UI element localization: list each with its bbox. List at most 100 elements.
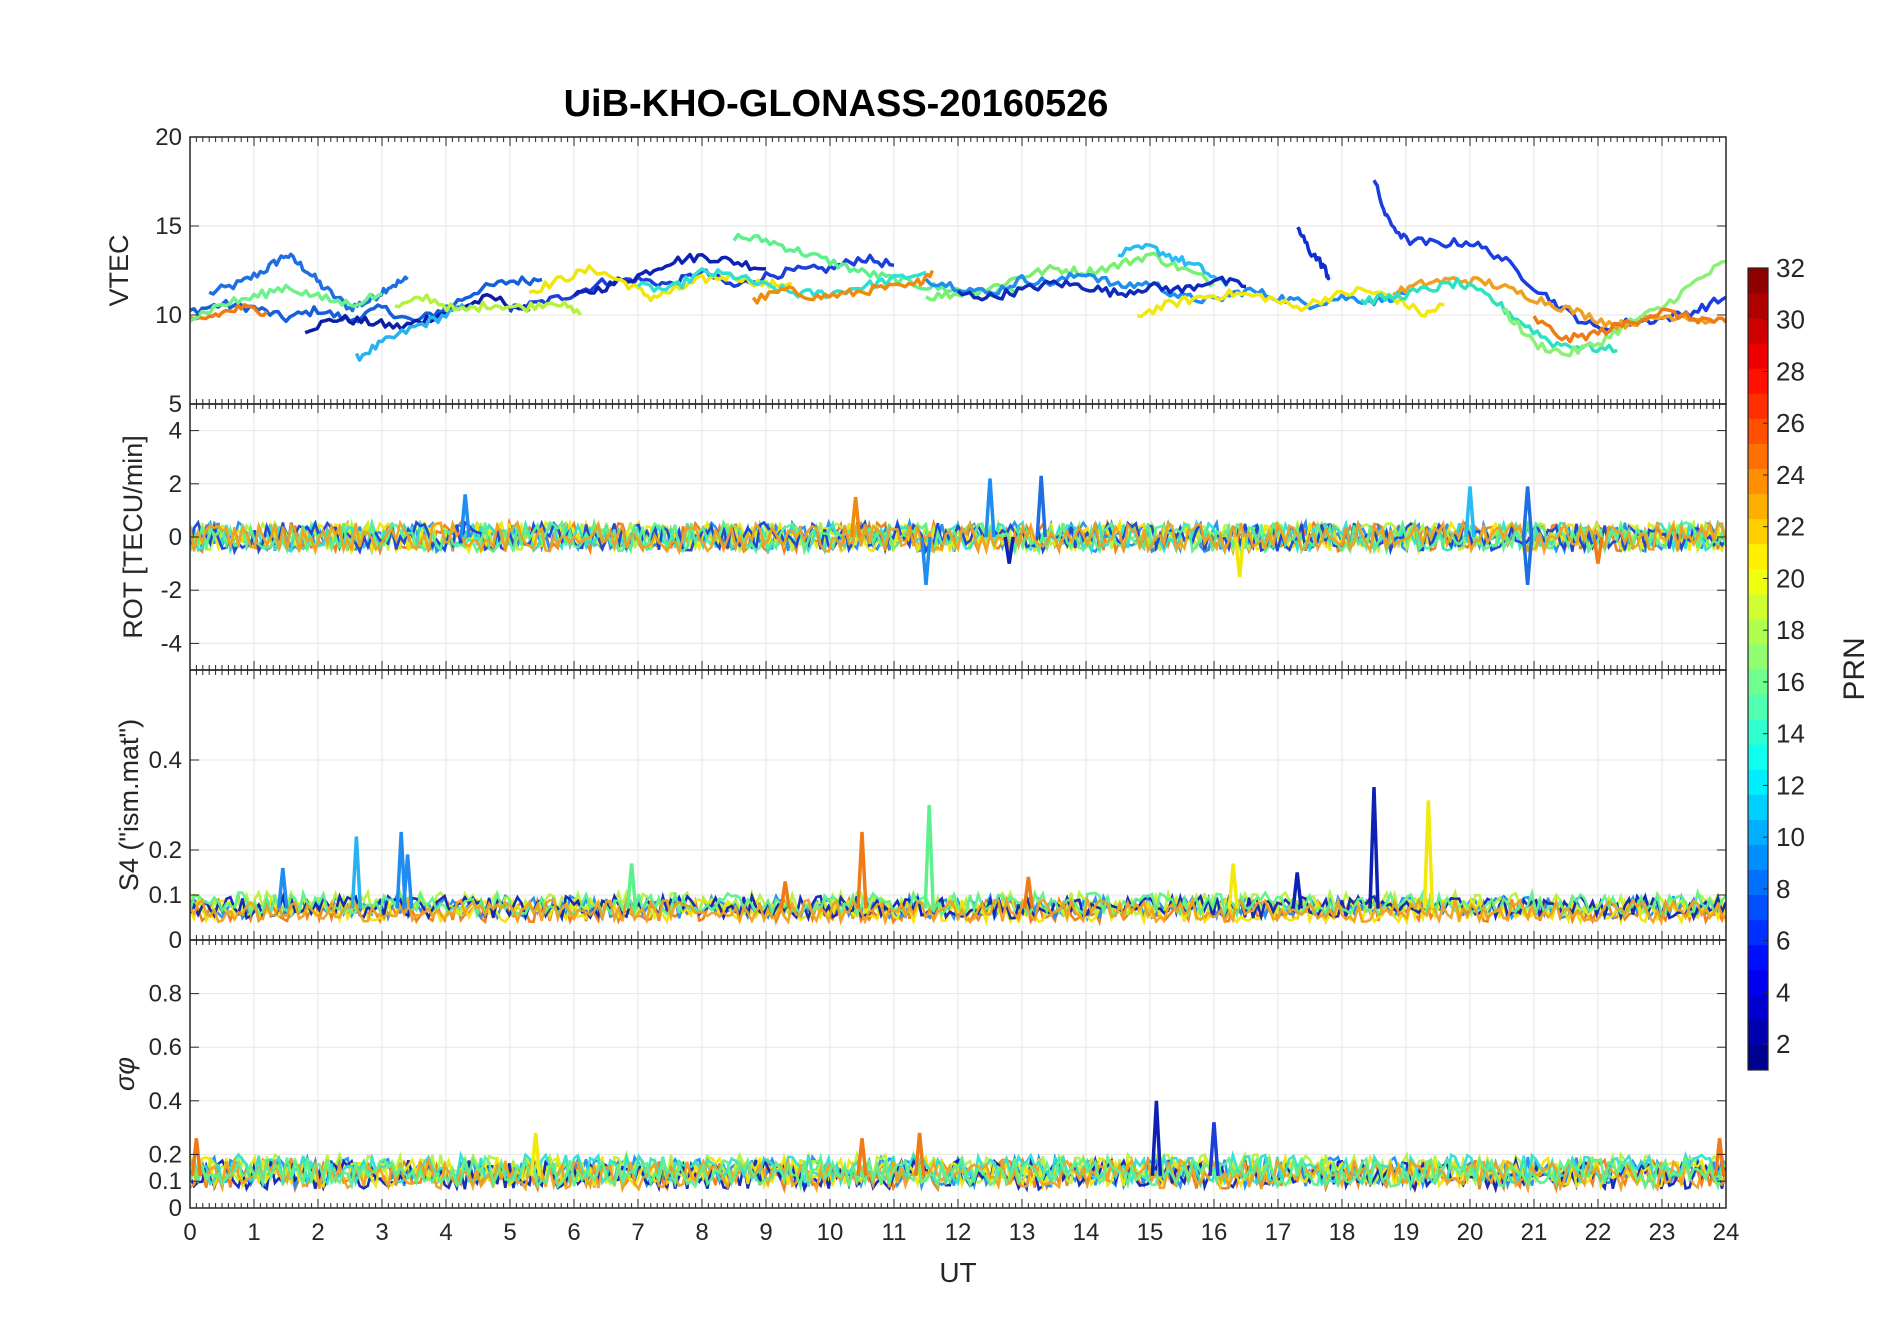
colorbar-tick-label: 10	[1776, 822, 1805, 852]
vtec-series-21	[1501, 259, 1726, 358]
colorbar-tick-label: 16	[1776, 667, 1805, 697]
x-tick-label: 10	[817, 1219, 844, 1246]
spike-7	[1521, 536, 1534, 586]
colorbar-tick-label: 24	[1776, 460, 1805, 490]
spike-10	[1291, 872, 1303, 909]
panel-3: 0 0.1 0.2 0.4S4 ("ism.mat")	[114, 669, 1727, 954]
colorbar-swatch	[1748, 669, 1768, 695]
x-tick-label: 0	[183, 1219, 196, 1246]
colorbar-frame	[1747, 267, 1769, 1071]
y-tick-label: -2	[161, 577, 182, 604]
colorbar-swatch	[1748, 844, 1768, 870]
y-tick-label: 2	[169, 471, 182, 498]
spike-3	[1035, 475, 1047, 538]
chart-title: UiB-KHO-GLONASS-20160526	[564, 83, 1109, 125]
x-tick-labels: 0 1 2 3 4 5 6 7 8 9 10 11 12 13 14 15 16 17 18 19 20 21 22 23 24	[183, 1219, 1739, 1246]
noise-trace-8	[190, 1152, 1726, 1192]
spike-4	[277, 867, 289, 909]
x-tick-label: 17	[1265, 1219, 1292, 1246]
spike-1	[350, 836, 363, 909]
colorbar-swatch	[1748, 869, 1768, 896]
noise-trace-7	[190, 1155, 1726, 1195]
y-tick-label: 0	[169, 927, 182, 954]
vtec-series-19	[1392, 275, 1714, 332]
x-tick-label: 24	[1713, 1219, 1740, 1246]
colorbar-tick-label: 28	[1776, 356, 1805, 386]
x-tick-label: 6	[567, 1219, 580, 1246]
x-tick-label: 11	[882, 1219, 907, 1246]
y-tick-label: 0.2	[149, 837, 182, 864]
y-tick-label: 4	[169, 418, 182, 445]
x-tick-label: 15	[1137, 1219, 1164, 1246]
vtec-series-14	[1117, 242, 1229, 288]
spike-2	[984, 478, 996, 538]
x-tick-label: 8	[695, 1219, 708, 1246]
y-tick-label: 0	[169, 524, 182, 551]
colorbar-tick-label: 32	[1776, 253, 1805, 283]
colorbar-swatch	[1748, 593, 1768, 620]
colorbar-swatch	[1748, 944, 1768, 971]
x-tick-label: 18	[1329, 1219, 1356, 1246]
y-axis-label: ROT [TECU/min]	[118, 435, 148, 639]
vtec-series-15	[1136, 286, 1445, 319]
colorbar-swatch	[1748, 343, 1768, 369]
spike-9	[1227, 863, 1239, 909]
colorbar-swatch	[1748, 919, 1768, 946]
colorbar-swatch	[1748, 769, 1768, 795]
spike-8	[1422, 800, 1435, 909]
colorbar-tick-label: 14	[1776, 719, 1805, 749]
spike-1	[920, 536, 932, 586]
vtec-series-18	[1372, 179, 1726, 333]
x-tick-label: 23	[1649, 1219, 1676, 1246]
x-ticks	[189, 670, 1727, 941]
colorbar-swatch	[1748, 518, 1768, 545]
y-tick-label: 0.2	[149, 1141, 182, 1168]
colorbar-swatch	[1748, 543, 1768, 570]
y-tick-label: 0.1	[149, 1168, 182, 1195]
x-tick-label: 12	[945, 1219, 972, 1246]
grid	[189, 404, 1727, 670]
colorbar-swatch	[1748, 794, 1768, 820]
x-tick-label: 9	[759, 1219, 772, 1246]
y-tick-label: 0.8	[149, 981, 182, 1008]
x-ticks	[189, 940, 1727, 1209]
spike-8	[1003, 536, 1015, 564]
colorbar-swatch	[1748, 1019, 1768, 1046]
colorbar-swatch	[1748, 568, 1768, 595]
colorbar-swatch	[1748, 1044, 1768, 1071]
colorbar-swatch	[1748, 468, 1768, 495]
colorbar-swatch	[1748, 443, 1768, 469]
x-tick-label: 7	[631, 1219, 644, 1246]
spike-7	[1368, 786, 1380, 909]
x-tick-label: 19	[1393, 1219, 1420, 1246]
vtec-series-16	[956, 275, 1247, 302]
x-axis-label: UT	[939, 1257, 976, 1288]
y-tick-label: 0.4	[149, 747, 182, 774]
colorbar-tick-label: 30	[1776, 305, 1805, 335]
y-tick-label: 15	[155, 213, 182, 240]
spike-11	[625, 863, 638, 909]
colorbar-swatch	[1748, 493, 1768, 520]
colorbar-swatch	[1748, 268, 1768, 294]
noise-trace-7	[190, 517, 1726, 557]
noise-trace-8	[190, 518, 1726, 557]
spike-5	[856, 1138, 868, 1177]
x-tick-label: 1	[247, 1219, 260, 1246]
colorbar-swatch	[1748, 293, 1768, 319]
vtec-series-17	[1296, 226, 1331, 281]
colorbar-swatch	[1748, 368, 1768, 394]
colorbar-swatch	[1748, 643, 1768, 670]
vtec-series-22	[1532, 307, 1726, 344]
colorbar-swatch	[1748, 618, 1768, 645]
x-tick-label: 4	[439, 1219, 452, 1246]
y-tick-label: 0.1	[149, 882, 182, 909]
data-marks	[190, 179, 1726, 362]
colorbar-tick-label: 12	[1776, 770, 1805, 800]
panel-4: 00.10.2 0.4 0.6 0.8 σφ	[110, 939, 1727, 1222]
colorbar-swatch	[1748, 894, 1768, 921]
spike-7	[1713, 1138, 1726, 1177]
spike-6	[923, 804, 935, 909]
colorbar-swatch	[1748, 694, 1768, 720]
noise-trace-4	[190, 1155, 1726, 1194]
panel-2: -4 -2 0 2 4 ROT [TECU/min]	[118, 403, 1727, 671]
